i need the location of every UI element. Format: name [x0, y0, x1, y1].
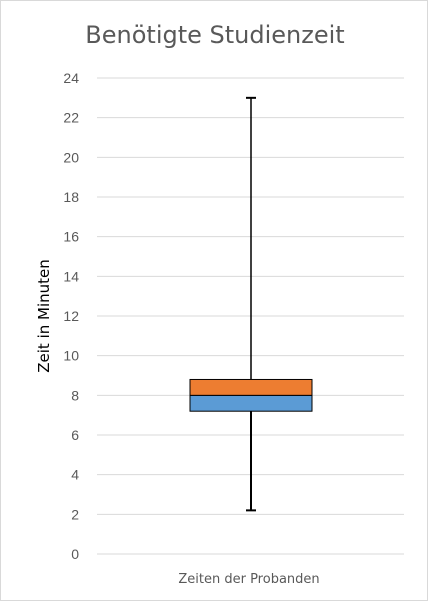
- y-tick-label: 20: [63, 149, 79, 165]
- y-axis-title: Zeit in Minuten: [35, 259, 53, 373]
- chart-title: Benötigte Studienzeit: [85, 21, 345, 49]
- y-tick-label: 0: [71, 546, 79, 562]
- y-tick-label: 22: [63, 110, 79, 126]
- box-lower-q1-median: [189, 394, 313, 412]
- y-tick-label: 14: [63, 268, 79, 284]
- box-plot-marks: [189, 96, 313, 512]
- y-tick-label: 18: [63, 189, 79, 205]
- y-tick-label: 2: [71, 506, 79, 522]
- y-tick-label: 4: [71, 467, 79, 483]
- y-tick-label: 12: [63, 308, 79, 324]
- y-tick-label: 10: [63, 348, 79, 364]
- box-upper-median-q3: [189, 378, 313, 396]
- y-tick-label: 24: [63, 70, 79, 86]
- y-tick-label: 8: [71, 387, 79, 403]
- y-tick-label: 16: [63, 229, 79, 245]
- y-tick-label: 6: [71, 427, 79, 443]
- x-category-label: Zeiten der Probanden: [178, 572, 319, 587]
